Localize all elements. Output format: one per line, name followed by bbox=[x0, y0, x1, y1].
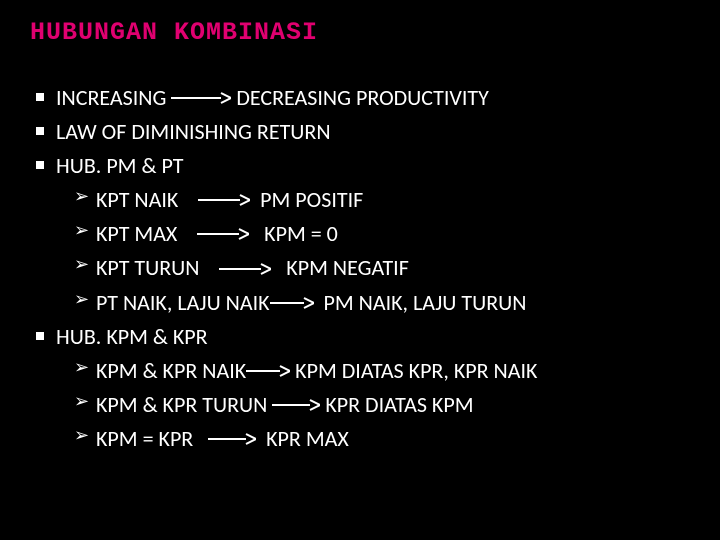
line-content: HUB. PM & PT bbox=[56, 149, 696, 183]
text-segment: PM NAIK, LAJU TURUN bbox=[314, 286, 527, 320]
list-item: LAW OF DIMINISHING RETURN bbox=[34, 115, 696, 149]
list-item: HUB. KPM & KPRKPM & KPR NAIK KPM DIATAS … bbox=[34, 320, 696, 456]
sub-list-item: KPM & KPR NAIK KPM DIATAS KPR, KPR NAIK bbox=[74, 354, 696, 388]
line-content: KPM & KPR TURUN KPR DIATAS KPM bbox=[96, 388, 696, 422]
arrow-icon bbox=[197, 227, 249, 241]
sub-list-item: KPM = KPR KPR MAX bbox=[74, 422, 696, 456]
line-content: KPM & KPR NAIK KPM DIATAS KPR, KPR NAIK bbox=[96, 354, 696, 388]
text-segment: KPM = KPR bbox=[96, 422, 208, 456]
arrow-icon bbox=[171, 91, 231, 105]
arrow-icon bbox=[246, 364, 290, 378]
text-segment: KPT TURUN bbox=[96, 251, 219, 285]
text-segment: LAW OF DIMINISHING RETURN bbox=[56, 115, 331, 149]
arrow-icon bbox=[219, 262, 271, 276]
sub-list-item: PT NAIK, LAJU NAIK PM NAIK, LAJU TURUN bbox=[74, 286, 696, 320]
line-content: HUB. KPM & KPR bbox=[56, 320, 696, 354]
line-content: KPM = KPR KPR MAX bbox=[96, 422, 696, 456]
text-segment: KPT NAIK bbox=[96, 183, 198, 217]
sub-list-item: KPT TURUN KPM NEGATIF bbox=[74, 251, 696, 285]
text-segment: HUB. PM & PT bbox=[56, 149, 183, 183]
text-segment: INCREASING bbox=[56, 81, 171, 115]
sub-list: KPM & KPR NAIK KPM DIATAS KPR, KPR NAIKK… bbox=[74, 354, 696, 456]
line-content: KPT TURUN KPM NEGATIF bbox=[96, 251, 696, 285]
sub-list-item: KPT MAX KPM = 0 bbox=[74, 217, 696, 251]
text-segment: KPR DIATAS KPM bbox=[320, 388, 473, 422]
text-segment: HUB. KPM & KPR bbox=[56, 320, 208, 354]
sub-list-item: KPM & KPR TURUN KPR DIATAS KPM bbox=[74, 388, 696, 422]
line-content: KPT MAX KPM = 0 bbox=[96, 217, 696, 251]
text-segment: KPM DIATAS KPR, KPR NAIK bbox=[290, 354, 537, 388]
sub-list-item: KPT NAIK PM POSITIF bbox=[74, 183, 696, 217]
line-content: LAW OF DIMINISHING RETURN bbox=[56, 115, 696, 149]
slide-title: HUBUNGAN KOMBINASI bbox=[30, 18, 696, 47]
arrow-icon bbox=[208, 432, 256, 446]
text-segment: KPM & KPR NAIK bbox=[96, 354, 246, 388]
text-segment: KPT MAX bbox=[96, 217, 197, 251]
text-segment: KPM = 0 bbox=[249, 217, 338, 251]
text-segment: DECREASING PRODUCTIVITY bbox=[231, 81, 489, 115]
arrow-icon bbox=[270, 296, 314, 310]
arrow-icon bbox=[198, 193, 250, 207]
line-content: KPT NAIK PM POSITIF bbox=[96, 183, 696, 217]
line-content: PT NAIK, LAJU NAIK PM NAIK, LAJU TURUN bbox=[96, 286, 696, 320]
text-segment: PM POSITIF bbox=[250, 183, 363, 217]
list-item: INCREASING DECREASING PRODUCTIVITY bbox=[34, 81, 696, 115]
line-content: INCREASING DECREASING PRODUCTIVITY bbox=[56, 81, 696, 115]
bullet-list: INCREASING DECREASING PRODUCTIVITYLAW OF… bbox=[34, 81, 696, 456]
arrow-icon bbox=[272, 398, 320, 412]
text-segment: KPM NEGATIF bbox=[271, 251, 408, 285]
text-segment: PT NAIK, LAJU NAIK bbox=[96, 286, 270, 320]
list-item: HUB. PM & PTKPT NAIK PM POSITIFKPT MAX K… bbox=[34, 149, 696, 319]
sub-list: KPT NAIK PM POSITIFKPT MAX KPM = 0KPT TU… bbox=[74, 183, 696, 319]
text-segment: KPR MAX bbox=[256, 422, 349, 456]
text-segment: KPM & KPR TURUN bbox=[96, 388, 272, 422]
